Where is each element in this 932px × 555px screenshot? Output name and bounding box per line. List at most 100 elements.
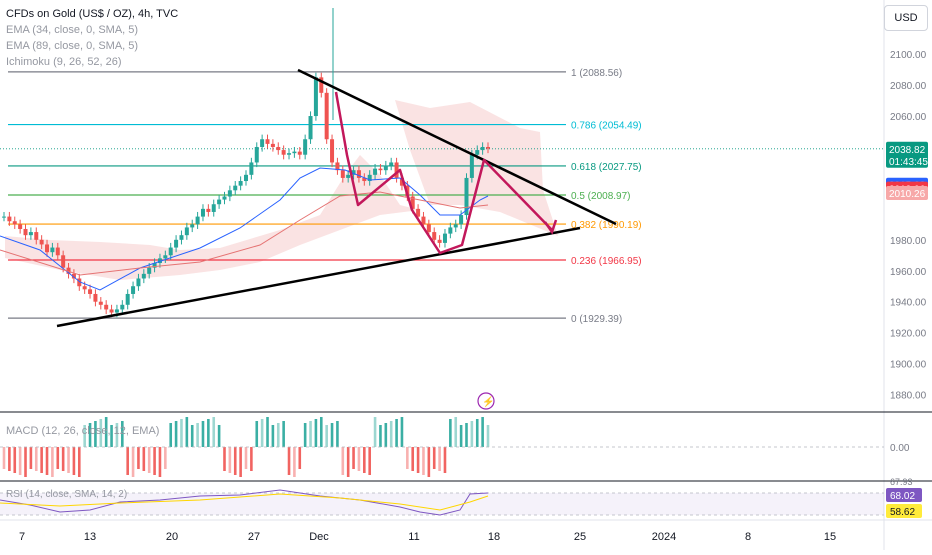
macd-histogram-bar — [325, 425, 328, 447]
candle-body — [23, 228, 28, 236]
macd-histogram-bar — [142, 447, 146, 471]
price-label-text: 2038.82 — [889, 145, 926, 156]
price-label-bg — [886, 141, 928, 168]
macd-histogram-bar — [250, 447, 253, 471]
projection-arrowhead — [543, 219, 558, 235]
x-tick-label: 15 — [824, 531, 836, 543]
macd-histogram-bar — [389, 421, 393, 447]
support-trendline — [56, 226, 581, 328]
macd-histogram-bar — [185, 417, 189, 447]
candle-body — [464, 177, 469, 216]
candle-body — [195, 216, 200, 225]
currency-button[interactable]: USD — [884, 5, 928, 31]
rsi-top-label: 67.93 — [890, 477, 913, 487]
macd-histogram-bar — [336, 421, 339, 447]
macd-histogram-bar — [363, 447, 366, 473]
candle-body — [12, 221, 17, 225]
candle-body — [71, 273, 76, 279]
candle-body — [459, 215, 464, 225]
macd-histogram-bar — [352, 447, 355, 469]
ema34-line — [0, 167, 489, 291]
candle-body — [120, 304, 125, 310]
chart-title: CFDs on Gold (US$ / OZ), 4h, TVC — [6, 8, 179, 20]
macd-histogram-bar — [77, 447, 81, 477]
macd-histogram-bar — [357, 447, 361, 471]
candle-body — [168, 247, 173, 256]
candle-body — [416, 208, 421, 217]
macd-histogram-bar — [379, 425, 382, 447]
candle-body — [174, 239, 179, 248]
macd-histogram-bar — [341, 447, 345, 475]
x-tick-label: Dec — [309, 531, 329, 543]
candle-body — [442, 233, 447, 243]
candle-body — [313, 77, 318, 117]
macd-histogram-bar — [2, 447, 6, 469]
macd-histogram-bar — [449, 419, 452, 447]
candle-body — [61, 255, 66, 268]
candle-body — [82, 286, 87, 290]
macd-histogram-bar — [110, 425, 113, 447]
candle-body — [222, 196, 227, 200]
macd-histogram-bar — [330, 423, 334, 447]
candle-body — [426, 224, 431, 233]
indicator-ema34-label[interactable]: EMA (34, close, 0, SMA, 5) — [6, 24, 139, 36]
candle-body — [206, 208, 211, 212]
candle-body — [244, 174, 248, 182]
candle-body — [233, 185, 238, 191]
fib-level-label: 1 (2088.56) — [571, 68, 622, 79]
candle-body — [131, 286, 136, 294]
macd-histogram-bar — [486, 425, 490, 447]
macd-histogram-bar — [153, 447, 156, 475]
candle-body — [389, 162, 394, 166]
macd-histogram-bar — [319, 417, 323, 447]
macd-histogram-bar — [228, 447, 232, 473]
ichimoku-cloud-future — [395, 100, 558, 236]
event-lightning-glyph: ⚡ — [482, 395, 494, 408]
candle-body — [373, 168, 378, 175]
macd-histogram-bar — [169, 423, 173, 447]
candle-body — [437, 239, 442, 243]
x-tick-label: 20 — [166, 531, 178, 543]
y-tick-label: 2100.00 — [890, 50, 927, 61]
candle-body — [45, 244, 50, 253]
x-tick-label: 11 — [408, 531, 419, 543]
candle-body — [469, 154, 474, 178]
price-label-text: 2010.26 — [889, 189, 926, 200]
macd-histogram-bar — [443, 447, 447, 473]
macd-histogram-bar — [438, 447, 441, 471]
ichimoku-cloud — [5, 155, 420, 280]
event-lightning-icon — [477, 392, 495, 410]
macd-histogram-bar — [287, 447, 291, 475]
macd-histogram-bar — [416, 447, 420, 473]
indicator-ema89-label[interactable]: EMA (89, close, 0, SMA, 5) — [6, 40, 139, 52]
macd-histogram-bar — [373, 417, 377, 447]
candle-body — [319, 77, 324, 93]
candle-body — [260, 139, 265, 147]
macd-histogram-bar — [400, 417, 404, 447]
macd-histogram-bar — [72, 447, 76, 475]
candle-body — [410, 196, 415, 209]
indicator-ichimoku-label[interactable]: Ichimoku (9, 26, 52, 26) — [6, 56, 122, 68]
macd-histogram-bar — [293, 447, 296, 477]
macd-histogram-bar — [217, 425, 221, 447]
macd-histogram-bar — [239, 447, 242, 477]
candle-body — [18, 224, 23, 229]
candle-body — [378, 168, 383, 171]
candle-body — [190, 224, 195, 228]
candle-body — [394, 162, 399, 178]
macd-histogram-bar — [432, 447, 436, 469]
macd-histogram-bar — [454, 417, 458, 447]
candle-body — [340, 170, 345, 178]
candle-body — [367, 174, 372, 182]
macd-histogram-bar — [8, 447, 11, 471]
y-tick-label: 1960.00 — [890, 267, 927, 278]
macd-histogram-bar — [298, 447, 302, 469]
x-tick-label: 27 — [248, 531, 260, 543]
macd-histogram-bar — [395, 419, 398, 447]
macd-histogram-bar — [45, 447, 49, 475]
x-tick-label: 13 — [84, 531, 96, 543]
macd-histogram-bar — [282, 421, 285, 447]
fib-level-label: 0 (1929.39) — [571, 314, 622, 325]
macd-histogram-bar — [266, 417, 269, 447]
